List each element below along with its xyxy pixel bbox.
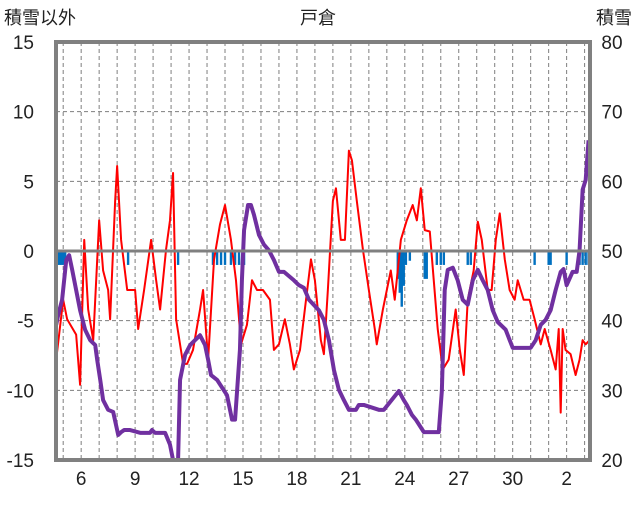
left-tick-label: 15 [13,33,34,54]
left-tick-label: 0 [23,242,34,263]
precip-bar [402,251,405,286]
right-tick-label: 40 [601,312,622,333]
snow-depth-line [54,140,591,462]
precip-bar [233,251,237,265]
left-tick-label: -15 [7,451,34,472]
precip-bar [404,251,408,265]
left-tick-label: 10 [13,103,34,124]
x-tick-label: 2 [561,469,572,490]
precip-bar [533,251,536,265]
x-tick-label: 24 [394,469,416,490]
temperature-line [55,149,591,414]
x-tick-label: 30 [502,469,523,490]
precip-bar [176,251,180,265]
precip-bar [423,251,426,279]
precip-bar [219,251,223,265]
tick-labels: -15 -10 -5 0 5 10 15 20 30 40 50 60 70 80 6 9 12 15 18 21 24… [7,33,623,490]
x-tick-label: 6 [76,469,87,490]
precip-bar [435,251,439,265]
x-tick-label: 9 [130,469,141,490]
x-tick-label: 18 [286,469,307,490]
precip-bar [584,251,587,265]
precip-bar [439,251,442,265]
precip-bar [425,251,428,279]
precip-bar [581,251,584,265]
left-axis-title: 積雪以外 [4,8,76,28]
series-lines [54,140,591,462]
x-tick-label: 27 [448,469,469,490]
precip-bar [223,251,227,265]
precip-bar [466,251,469,265]
precip-bar [215,251,219,265]
right-tick-label: 80 [601,33,622,54]
left-tick-label: 5 [23,172,34,193]
precip-bar [58,251,61,265]
precip-bar [398,251,401,293]
x-tick-label: 21 [340,469,361,490]
precip-bar [469,251,472,265]
right-tick-label: 30 [601,381,622,402]
right-tick-label: 20 [601,451,622,472]
precip-bar [408,251,412,261]
precip-bar [60,251,63,265]
right-tick-label: 50 [601,242,622,263]
precip-bar [442,251,446,265]
precip-bar [549,251,552,265]
precip-bar [61,251,65,265]
x-tick-label: 12 [178,469,199,490]
right-tick-label: 70 [601,103,622,124]
chart-title: 戸倉 [300,8,336,28]
precip-bar [547,251,550,265]
precip-bar [400,251,403,307]
left-tick-label: -10 [7,381,34,402]
x-tick-label: 15 [232,469,253,490]
precip-bar [237,251,241,265]
right-tick-label: 60 [601,172,622,193]
right-axis-title: 積雪 [596,8,632,28]
precip-bar [211,251,215,265]
precip-bar [126,251,130,265]
left-tick-label: -5 [17,312,34,333]
plot-border [54,40,592,462]
plot-frame [54,40,592,462]
precip-bar [565,251,568,265]
precip-bar [229,251,233,265]
precip-bar [63,251,67,263]
